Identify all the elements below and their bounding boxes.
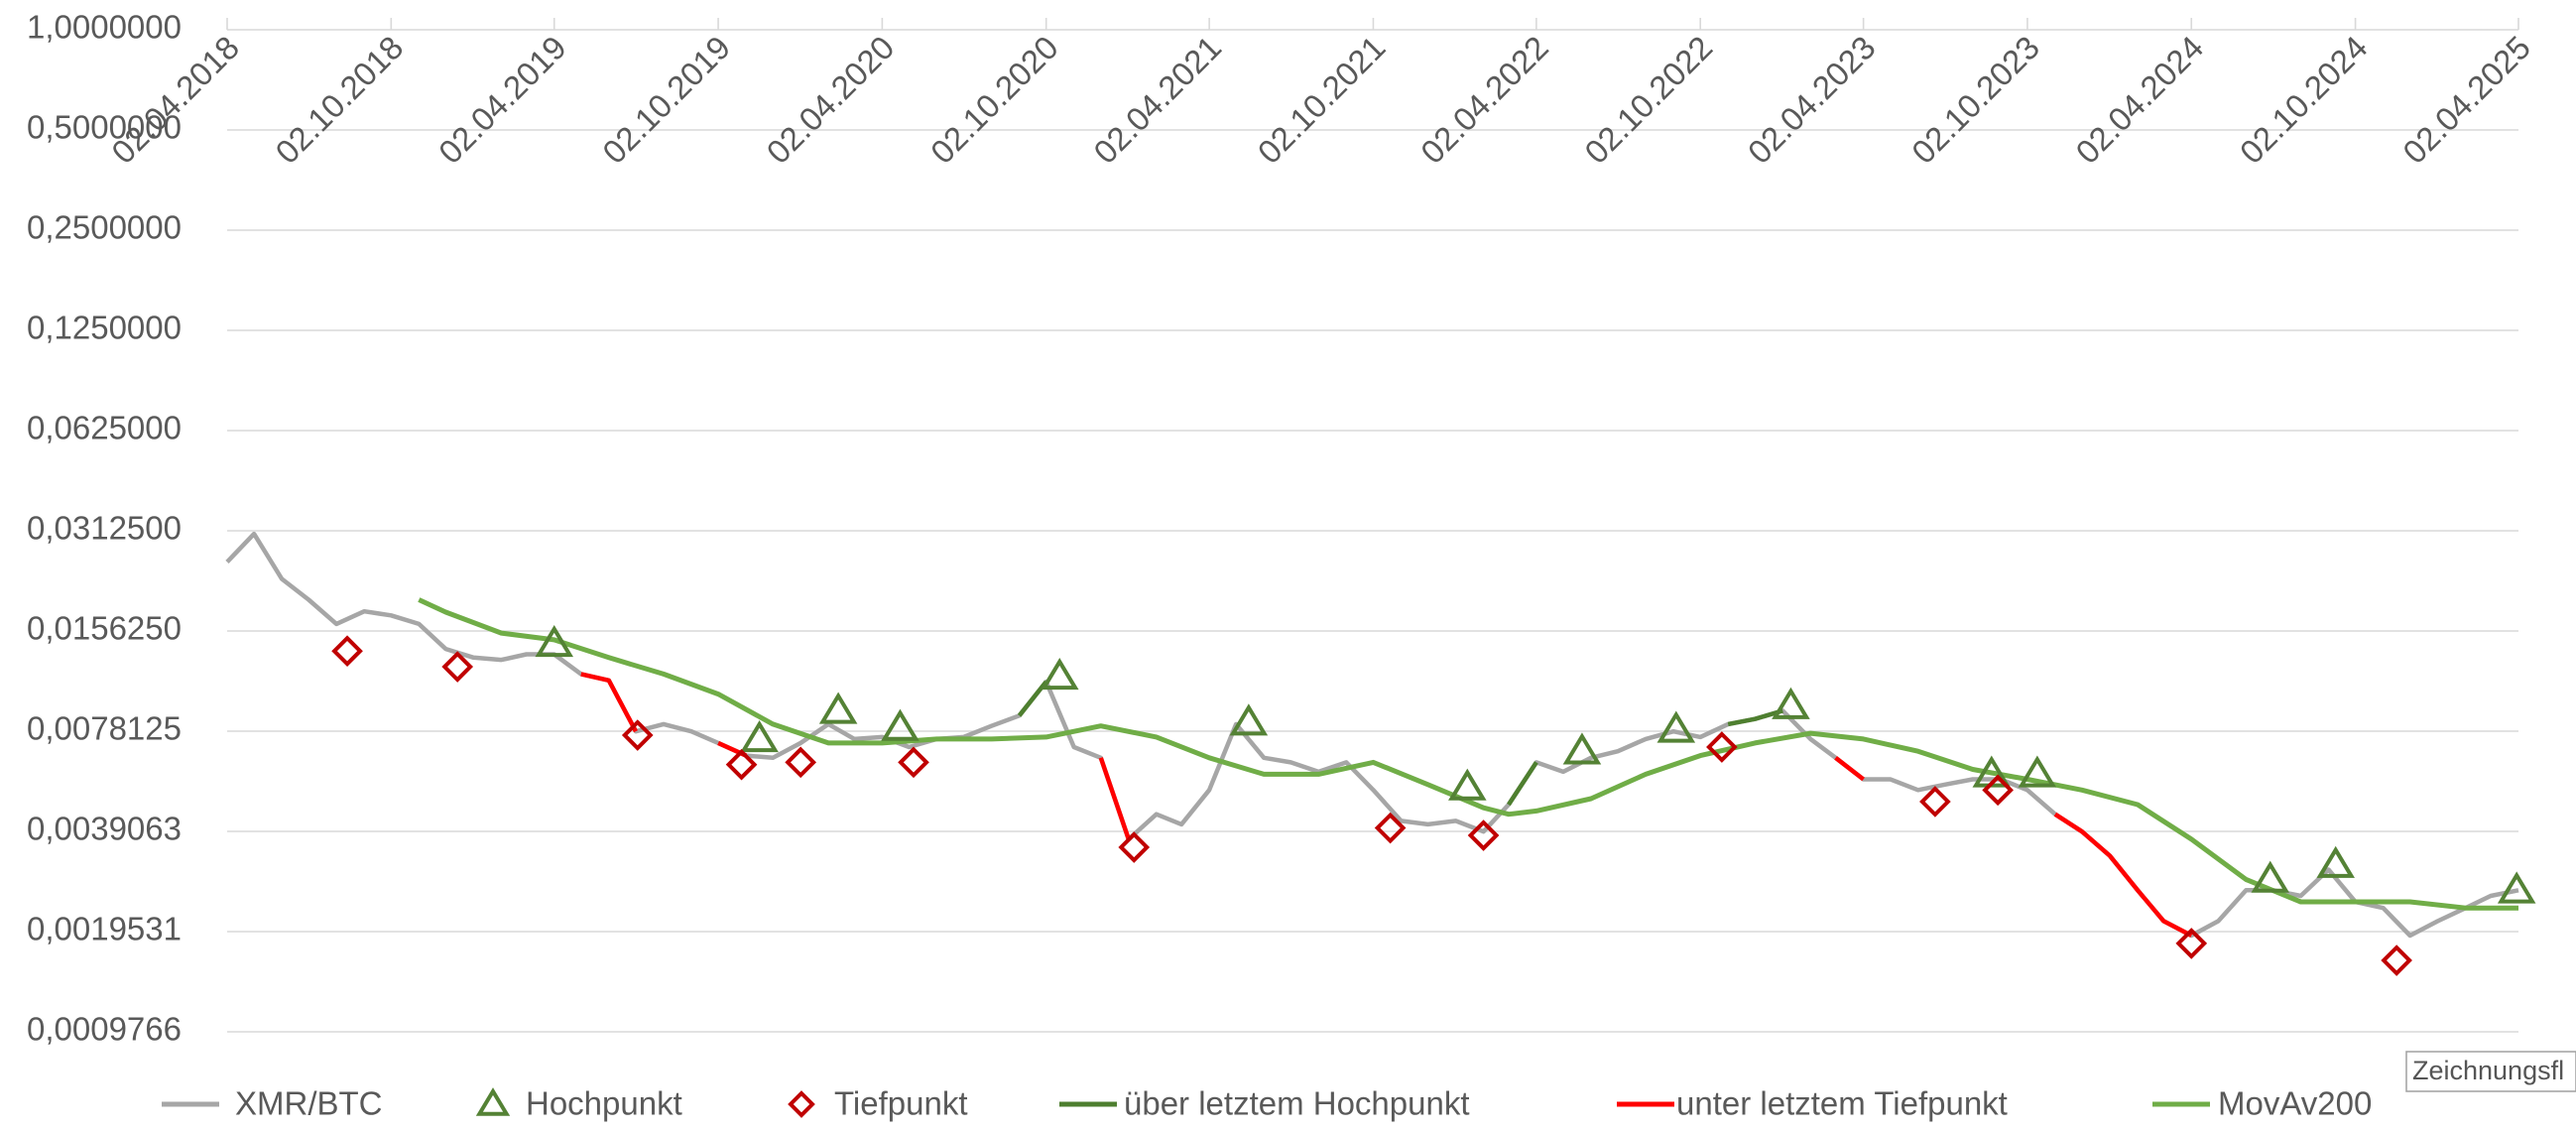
diamond-marker: [2175, 928, 2208, 959]
y-tick-label: 0,0312500: [27, 510, 182, 547]
triangle-marker: [818, 692, 858, 724]
y-tick-label: 0,5000000: [27, 109, 182, 146]
triangle-marker: [2497, 871, 2536, 904]
diamond-marker: [621, 719, 654, 751]
y-tick-label: 0,0039063: [27, 811, 182, 847]
x-tick-label: 02.04.2018: [104, 29, 246, 171]
x-tick-label: 02.04.2024: [2068, 29, 2210, 171]
series-line: [580, 672, 2193, 938]
series-line: [225, 531, 2519, 939]
diamond-marker: [898, 746, 929, 779]
triangle-marker: [2018, 755, 2057, 788]
triangle-marker: [1448, 768, 1487, 801]
x-tick-label: 02.04.2022: [1413, 29, 1555, 171]
triangle-marker: [881, 708, 920, 741]
legend-label: Hochpunkt: [526, 1085, 682, 1122]
series-line: [1017, 680, 1783, 807]
x-tick-label: 02.04.2020: [760, 29, 902, 171]
diamond-marker: [1118, 831, 1151, 863]
x-tick-label: 02.10.2023: [1904, 29, 2046, 171]
y-tick-label: 0,0078125: [27, 710, 182, 747]
x-tick-label: 02.04.2021: [1086, 29, 1228, 171]
tooltip-text: Zeichnungsfl: [2412, 1056, 2564, 1085]
y-tick-label: 0,0156250: [27, 610, 182, 647]
legend-marker: [475, 1087, 511, 1116]
legend-label: XMR/BTC: [235, 1085, 383, 1122]
y-tick-label: 0,2500000: [27, 209, 182, 246]
legend-label: unter letztem Tiefpunkt: [1676, 1085, 2008, 1122]
series-line: [418, 597, 2518, 911]
legend-marker: [788, 1090, 815, 1118]
triangle-marker: [2316, 845, 2355, 878]
y-tick-label: 0,0009766: [27, 1011, 182, 1048]
legend-label: Tiefpunkt: [834, 1085, 968, 1122]
diamond-marker: [1919, 786, 1951, 818]
triangle-marker: [1656, 710, 1696, 743]
triangle-marker: [740, 720, 779, 753]
x-tick-label: 02.10.2021: [1251, 29, 1393, 171]
x-tick-label: 02.04.2019: [431, 29, 573, 171]
x-tick-label: 02.10.2018: [268, 29, 410, 171]
diamond-marker: [2381, 944, 2412, 976]
y-tick-label: 0,0625000: [27, 410, 182, 446]
diamond-marker: [1706, 731, 1738, 763]
legend: XMR/BTC Hochpunkt Tiefpunkt über letztem Ho…: [162, 1085, 2372, 1122]
triangle-marker: [2251, 860, 2290, 893]
plot-area: [225, 531, 2536, 976]
legend-label: über letztem Hochpunkt: [1124, 1085, 1470, 1122]
tooltip-box: [2405, 1051, 2576, 1092]
x-tick-label: 02.04.2023: [1741, 29, 1883, 171]
triangle-marker: [1229, 703, 1269, 736]
diamond-marker: [785, 746, 817, 779]
triangle-marker: [1040, 658, 1079, 691]
x-tick-label: 02.10.2020: [923, 29, 1065, 171]
diamond-marker: [441, 651, 474, 683]
legend-label: MovAv200: [2218, 1085, 2372, 1122]
x-tick-label: 02.04.2025: [2395, 29, 2537, 171]
triangle-marker: [535, 625, 574, 658]
diamond-marker: [1982, 774, 2014, 807]
x-tick-label: 02.10.2022: [1577, 29, 1719, 171]
triangle-marker: [1772, 687, 1810, 719]
x-tick-label: 02.10.2024: [2233, 29, 2375, 171]
x-tick-label: 02.10.2019: [595, 29, 737, 171]
diamond-marker: [725, 748, 758, 781]
y-tick-label: 0,0019531: [27, 911, 182, 947]
diamond-marker: [1374, 812, 1407, 844]
y-tick-label: 1,0000000: [27, 9, 182, 46]
triangle-marker: [1562, 732, 1602, 765]
y-tick-label: 0,1250000: [27, 310, 182, 346]
diamond-marker: [331, 635, 363, 668]
diamond-marker: [1467, 819, 1500, 851]
